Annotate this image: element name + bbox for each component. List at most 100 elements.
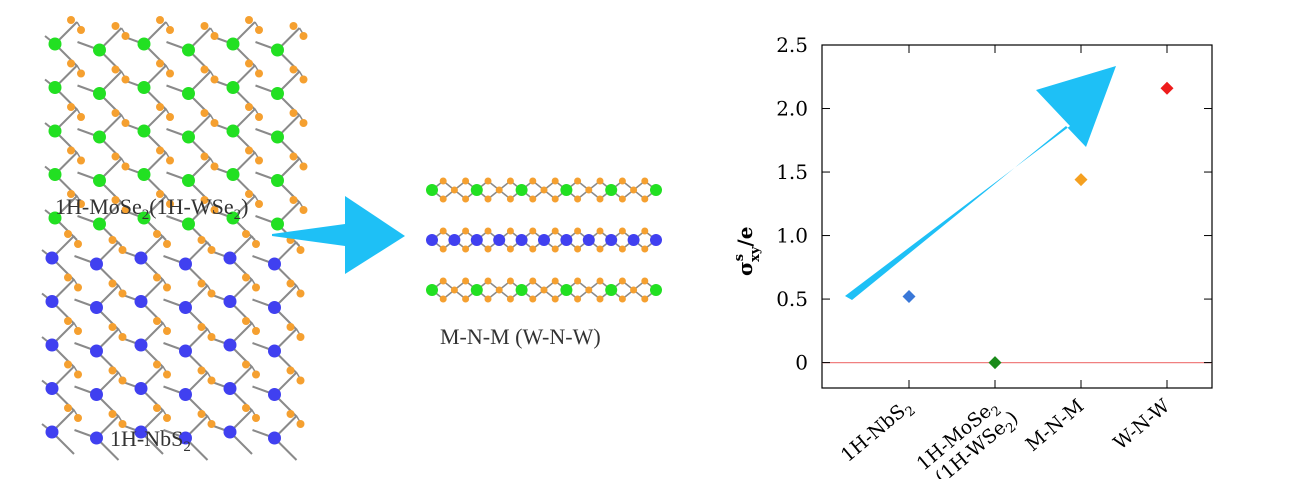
chalcogen-atom xyxy=(108,279,117,288)
chalcogen-atom xyxy=(462,177,470,185)
chalcogen-atom xyxy=(574,245,582,253)
metal-atom-mo xyxy=(650,184,662,196)
metal-atom-mo xyxy=(271,174,284,187)
metal-atom-nb xyxy=(627,234,640,246)
chalcogen-atom xyxy=(108,366,117,375)
metal-atom-nb xyxy=(268,257,281,271)
chalcogen-atom xyxy=(111,196,120,204)
metal-atom-mo xyxy=(470,184,483,196)
metal-atom-mo xyxy=(93,130,106,144)
chalcogen-atom xyxy=(286,410,295,418)
chalcogen-atom xyxy=(596,277,604,285)
chalcogen-atom xyxy=(529,245,537,253)
chalcogen-atom xyxy=(462,195,470,203)
metal-atom-nb xyxy=(268,388,281,401)
chalcogen-atom xyxy=(111,22,120,30)
metal-atom-nb xyxy=(90,257,103,271)
chalcogen-atom xyxy=(163,370,171,379)
metal-atom-nb xyxy=(448,234,461,246)
chalcogen-atom xyxy=(77,200,85,208)
chalcogen-atom xyxy=(245,59,253,68)
chalcogen-atom xyxy=(77,113,85,121)
chalcogen-atom xyxy=(207,333,216,341)
y-tick-label: 1.5 xyxy=(776,160,808,184)
metal-atom-mo xyxy=(182,174,195,187)
chalcogen-atom xyxy=(529,177,537,185)
chalcogen-atom xyxy=(529,295,537,303)
nbs2-label: 1H-NbS2 xyxy=(110,426,191,455)
metal-atom-mo xyxy=(137,81,151,94)
chalcogen-atom xyxy=(529,227,537,235)
chalcogen-atom xyxy=(67,16,75,24)
chalcogen-atom xyxy=(64,360,72,369)
chalcogen-atom xyxy=(64,404,72,412)
chalcogen-atom xyxy=(296,289,305,298)
metal-atom-nb xyxy=(90,388,103,401)
metal-atom-nb xyxy=(45,295,59,308)
chalcogen-atom xyxy=(296,376,305,385)
chalcogen-atom xyxy=(506,227,514,235)
chalcogen-atom xyxy=(439,227,447,235)
metal-atom-nb xyxy=(179,431,192,445)
metal-atom-mo xyxy=(93,174,106,187)
chalcogen-atom xyxy=(207,376,216,385)
metal-atom-mo xyxy=(48,168,62,181)
data-point-marker xyxy=(902,290,916,304)
chalcogen-atom xyxy=(252,283,260,292)
x-tick-label-line1: W-N-W xyxy=(1109,395,1174,455)
metal-atom-nb xyxy=(179,257,192,271)
chalcogen-atom xyxy=(74,327,82,335)
chalcogen-atom xyxy=(286,279,295,288)
metal-atom-nb xyxy=(223,295,237,308)
chalcogen-atom xyxy=(574,227,582,235)
metal-atom-mo xyxy=(137,37,151,51)
chalcogen-atom xyxy=(618,177,626,185)
metal-atom-nb xyxy=(45,425,59,439)
chalcogen-atom xyxy=(596,295,604,303)
metal-atom-nb xyxy=(582,234,595,246)
metal-atom-nb xyxy=(179,388,192,401)
trend-arrow-icon xyxy=(845,66,1116,300)
chalcogen-atom xyxy=(210,119,219,127)
metal-atom-nb xyxy=(45,338,59,352)
chalcogen-atom xyxy=(197,236,206,244)
chalcogen-atom xyxy=(74,414,82,422)
metal-atom-mo xyxy=(605,184,618,196)
chalcogen-atom xyxy=(111,152,120,161)
metal-atom-mo xyxy=(48,81,62,94)
x-tick-label: W-N-W xyxy=(1109,395,1174,455)
chalcogen-atom xyxy=(506,177,514,185)
chalcogen-atom xyxy=(495,186,503,194)
data-point-marker xyxy=(1160,81,1174,95)
right-arrow-icon xyxy=(272,196,405,274)
chalcogen-atom xyxy=(551,227,559,235)
chalcogen-atom xyxy=(484,227,492,235)
chalcogen-atom xyxy=(529,277,537,285)
metal-atom-mo xyxy=(137,168,151,181)
metal-atom-nb xyxy=(426,234,438,246)
x-tick-label-line1: M-N-M xyxy=(1022,395,1089,456)
chalcogen-atom xyxy=(200,152,209,161)
chalcogen-atom xyxy=(163,240,171,248)
chalcogen-atom xyxy=(156,16,164,24)
chalcogen-atom xyxy=(111,65,120,74)
chalcogen-atom xyxy=(210,32,219,40)
chalcogen-atom xyxy=(166,26,174,34)
chalcogen-atom xyxy=(574,195,582,203)
y-tick-label: 0 xyxy=(795,351,808,375)
metal-atom-nb xyxy=(223,251,237,265)
chalcogen-atom xyxy=(529,195,537,203)
metal-atom-mo xyxy=(182,43,195,57)
chalcogen-atom xyxy=(156,146,164,155)
chalcogen-atom xyxy=(166,113,174,121)
chalcogen-atom xyxy=(574,295,582,303)
chalcogen-atom xyxy=(210,75,219,84)
chalcogen-atom xyxy=(255,69,263,78)
metal-atom-mo xyxy=(515,284,528,296)
metal-atom-mo xyxy=(271,43,284,57)
metal-atom-mo xyxy=(271,87,284,100)
mose2-label: 1H-MoSe2(1H-WSe2) xyxy=(55,194,248,223)
metal-atom-nb xyxy=(223,382,237,395)
chalcogen-atom xyxy=(641,195,649,203)
